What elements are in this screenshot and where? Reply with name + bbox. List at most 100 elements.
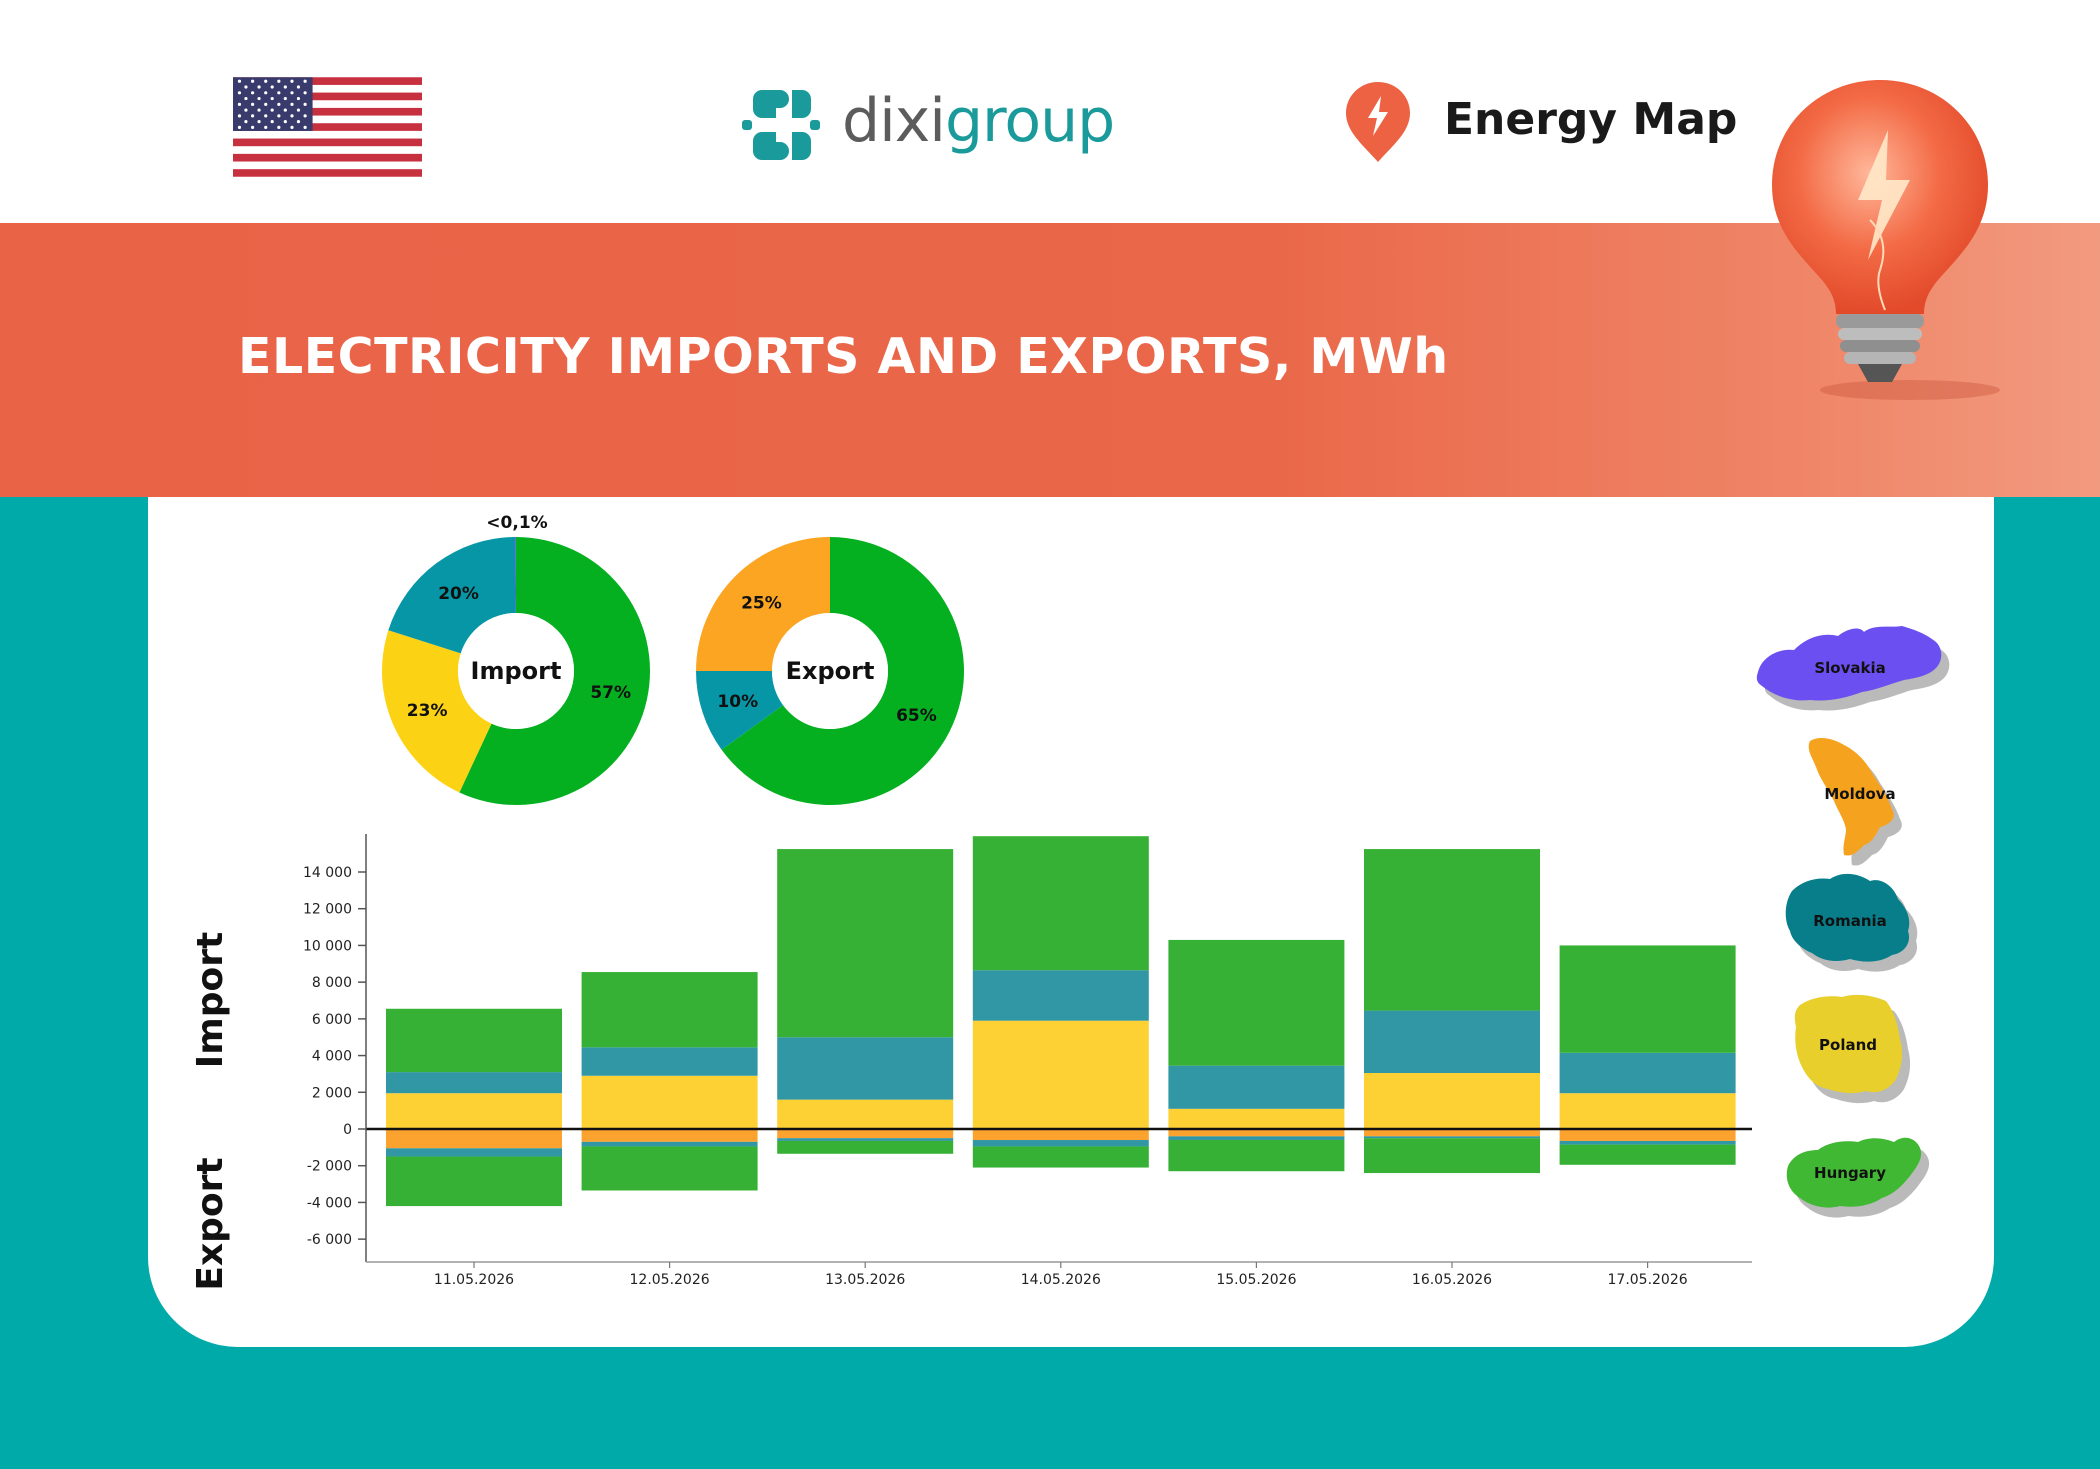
country-shape-romania: [1785, 873, 1910, 962]
import-donut-label-hungary: 57%: [590, 683, 631, 703]
bar-export-romania: [1168, 1136, 1345, 1141]
import-donut-label-poland: 23%: [407, 701, 448, 721]
y-axis-label-import: Import: [190, 932, 231, 1068]
country-moldova: Moldova: [1808, 738, 1902, 866]
bar-import-poland: [581, 1075, 758, 1129]
bar-export-moldova: [386, 1129, 562, 1149]
x-tick-label: 16.05.2026: [1412, 1272, 1492, 1288]
x-tick-label: 14.05.2026: [1021, 1272, 1101, 1288]
bar-import-poland: [777, 1099, 954, 1129]
country-label-moldova: Moldova: [1824, 785, 1895, 803]
bar-export-hungary: [386, 1156, 562, 1207]
y-tick-label: 8 000: [312, 975, 352, 991]
bar-import-poland: [1559, 1093, 1736, 1129]
bar-export-moldova: [972, 1129, 1149, 1141]
x-tick-label: 15.05.2026: [1216, 1272, 1296, 1288]
country-shape-hungary: [1786, 1137, 1922, 1208]
export-donut-label-romania: 10%: [717, 692, 758, 712]
y-axis: 14 000 12 000 10 000 8 000 6 000 4 000 2 000 0 -…: [303, 834, 367, 1262]
bar-import-poland: [972, 1020, 1149, 1129]
country-label-hungary: Hungary: [1814, 1164, 1886, 1182]
title-band: [0, 223, 2100, 497]
country-shape-poland: [1794, 994, 1903, 1094]
bar-import-poland: [1168, 1108, 1345, 1129]
y-tick-label: -4 000: [307, 1195, 352, 1211]
x-tick-label: 13.05.2026: [825, 1272, 905, 1288]
bar-import-romania: [1559, 1052, 1736, 1094]
y-axis-label-export: Export: [190, 1157, 231, 1290]
bar-export-moldova: [777, 1129, 954, 1139]
bar-export-hungary: [1559, 1144, 1736, 1165]
import-donut-label-slovakia: <0,1%: [486, 513, 547, 533]
import-donut-chart: 57% 23% 20% <0,1% Import: [382, 513, 650, 805]
bar-export-moldova: [581, 1129, 758, 1142]
import-donut-label-romania: 20%: [438, 584, 479, 604]
export-donut-center-label: Export: [786, 657, 875, 685]
y-tick-label: 14 000: [303, 865, 352, 881]
y-tick-label: 0: [343, 1122, 352, 1138]
dixigroup-wordmark: dixigroup: [842, 86, 1115, 156]
bar-export-moldova: [1168, 1129, 1345, 1137]
bar-import-romania: [972, 970, 1149, 1021]
bar-import-poland: [386, 1093, 562, 1129]
y-tick-label: -2 000: [307, 1159, 352, 1175]
country-poland: Poland: [1794, 994, 1911, 1104]
x-axis: 11.05.2026 12.05.2026 13.05.2026 14.05.2026…: [366, 1261, 1752, 1288]
energy-map-label: Energy Map: [1444, 94, 1738, 145]
bar-export-hungary: [777, 1140, 954, 1154]
energy-map-pin-icon: [1346, 82, 1410, 162]
bar-import-hungary: [581, 972, 758, 1048]
bar-import-romania: [777, 1037, 954, 1100]
bar-import-romania: [386, 1072, 562, 1094]
bar-import-hungary: [972, 836, 1149, 971]
light-bulb-icon: [1772, 80, 2000, 400]
x-tick-label: 11.05.2026: [434, 1272, 514, 1288]
import-donut-slice-poland: [382, 630, 492, 793]
bar-export-romania: [386, 1148, 562, 1157]
import-donut-slice-hungary: [459, 537, 650, 805]
y-tick-label: 4 000: [312, 1049, 352, 1065]
country-label-poland: Poland: [1819, 1036, 1877, 1054]
y-tick-label: -6 000: [307, 1232, 352, 1248]
y-tick-label: 2 000: [312, 1085, 352, 1101]
bar-import-romania: [1364, 1010, 1540, 1074]
import-donut-slice-slovakia: [515, 537, 516, 614]
bar-export-romania: [972, 1140, 1149, 1147]
x-tick-label: 12.05.2026: [630, 1272, 710, 1288]
import-donut-center-label: Import: [471, 657, 562, 685]
country-label-romania: Romania: [1813, 912, 1887, 930]
bar-export-hungary: [1364, 1138, 1540, 1174]
y-tick-label: 10 000: [303, 938, 352, 954]
bar-export-hungary: [972, 1146, 1149, 1168]
country-legend: Slovakia Moldova Romania Poland Hungary: [1756, 626, 1950, 1218]
bar-import-romania: [581, 1047, 758, 1076]
country-shape-moldova: [1808, 738, 1894, 856]
export-donut-label-hungary: 65%: [896, 706, 937, 726]
export-donut-slice-romania: [696, 671, 784, 750]
bar-import-hungary: [1168, 939, 1345, 1066]
import-donut-slice-romania: [388, 537, 516, 654]
bar-import-romania: [1168, 1065, 1345, 1109]
bar-import-hungary: [1559, 945, 1736, 1053]
page-title: ELECTRICITY IMPORTS AND EXPORTS, MWh: [238, 328, 1449, 385]
country-hungary: Hungary: [1786, 1137, 1930, 1218]
bar-export-moldova: [1559, 1129, 1736, 1141]
bar-import-poland: [1364, 1073, 1540, 1129]
bar-export-romania: [1559, 1140, 1736, 1145]
country-romania: Romania: [1785, 873, 1918, 972]
bar-export-moldova: [1364, 1129, 1540, 1137]
bar-import-hungary: [1364, 849, 1540, 1011]
dixi-suffix: group: [944, 86, 1115, 156]
y-tick-label: 6 000: [312, 1012, 352, 1028]
bar-import-hungary: [777, 849, 954, 1038]
bar-import-hungary: [386, 1008, 562, 1073]
bar-export-hungary: [581, 1146, 758, 1191]
export-donut-label-moldova: 25%: [741, 593, 782, 613]
bar-export-romania: [581, 1141, 758, 1147]
bar-export-hungary: [1168, 1140, 1345, 1172]
x-tick-label: 17.05.2026: [1608, 1272, 1688, 1288]
dixi-prefix: dixi: [842, 86, 946, 156]
country-shape-slovakia: [1756, 626, 1942, 701]
y-tick-label: 12 000: [303, 902, 352, 918]
